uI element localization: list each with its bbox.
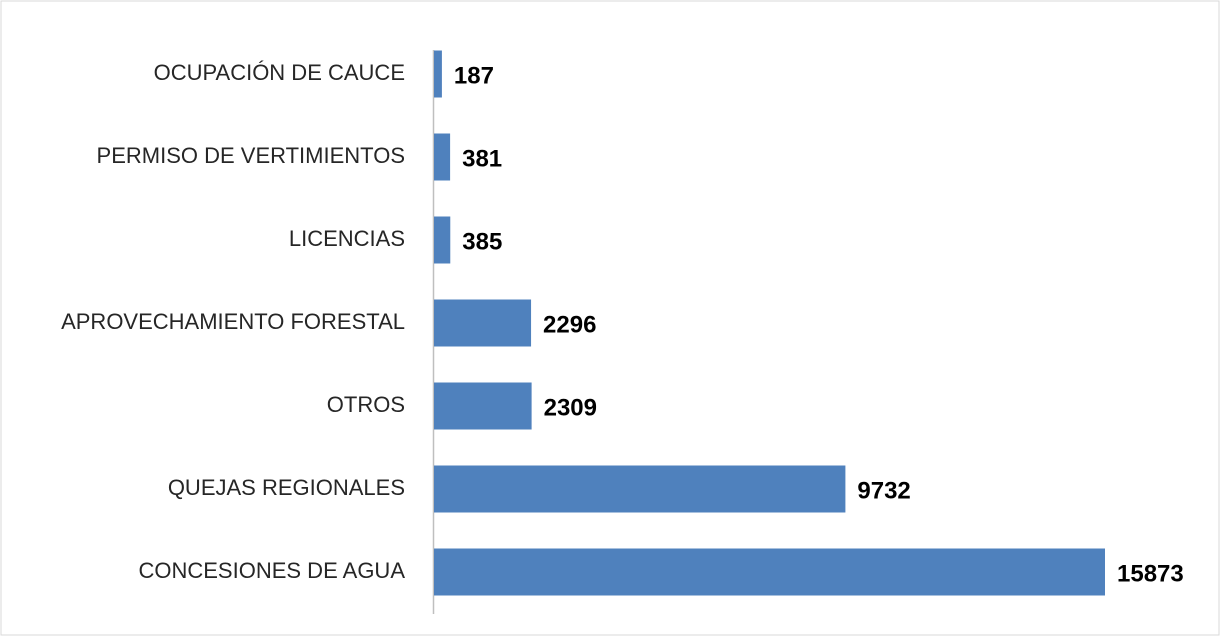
value-label: 187 xyxy=(454,62,494,89)
value-label: 381 xyxy=(462,145,502,172)
category-label: OCUPACIÓN DE CAUCE xyxy=(154,60,405,85)
category-label: QUEJAS REGIONALES xyxy=(168,475,405,500)
bar xyxy=(434,382,532,430)
category-label: LICENCIAS xyxy=(289,226,405,251)
bar xyxy=(434,216,451,264)
bar xyxy=(434,133,451,181)
category-label: PERMISO DE VERTIMIENTOS xyxy=(97,143,405,168)
value-label: 2309 xyxy=(544,394,597,421)
bar xyxy=(434,465,846,513)
bar xyxy=(434,548,1105,596)
category-label: OTROS xyxy=(327,392,405,417)
value-label: 9732 xyxy=(857,477,910,504)
bar xyxy=(434,50,442,98)
value-label: 2296 xyxy=(543,311,596,338)
category-label: APROVECHAMIENTO FORESTAL xyxy=(61,309,405,334)
value-label: 385 xyxy=(462,228,502,255)
bar xyxy=(434,299,532,347)
value-label: 15873 xyxy=(1117,560,1184,587)
category-label: CONCESIONES DE AGUA xyxy=(138,558,405,583)
